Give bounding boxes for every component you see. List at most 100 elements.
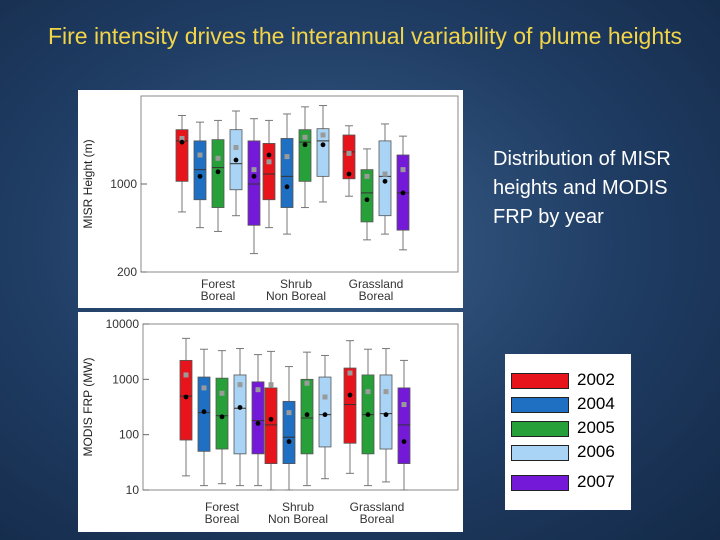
- box-median-dot: [237, 405, 243, 410]
- box-2004: [197, 376, 211, 452]
- box-median-dot: [382, 178, 388, 184]
- box-2002: [264, 387, 278, 464]
- y-tick-label: 100: [119, 428, 139, 442]
- slide-title: Fire intensity drives the interannual va…: [47, 23, 683, 49]
- group-label-line1: Grassland: [350, 500, 405, 514]
- box-mean-marker: [382, 171, 388, 177]
- group-label-line2: Non Boreal: [266, 289, 326, 303]
- box-median-dot: [197, 173, 203, 179]
- box-mean-marker: [251, 167, 257, 173]
- legend-swatch-2002: [511, 373, 569, 389]
- box-mean-marker: [346, 150, 352, 156]
- box-2005: [215, 377, 229, 450]
- legend-swatch-2007: [511, 475, 569, 491]
- modis-frp-panel: MODIS FRP (MW) 10000 1000 100 10 Forest Boreal…: [78, 312, 463, 532]
- legend-label-2005: 2005: [577, 418, 615, 437]
- box-median-dot: [304, 412, 310, 418]
- box-median-dot: [346, 171, 352, 177]
- group-label-line2: Boreal: [201, 289, 236, 303]
- box-median-dot: [400, 190, 406, 196]
- year-legend: 2002 2004 2005 2006 2007: [505, 354, 631, 510]
- legend-item-2005: 2005: [511, 418, 629, 438]
- y-tick-label: 10: [126, 483, 140, 497]
- box-median-dot: [179, 139, 185, 145]
- box-mean-marker: [400, 167, 406, 173]
- box-mean-marker: [233, 144, 239, 150]
- box-2006: [379, 374, 393, 450]
- box-median-dot: [201, 409, 207, 415]
- box-median-dot: [347, 392, 353, 398]
- y-axis-label: MODIS FRP (MW): [81, 357, 95, 456]
- box-mean-marker: [255, 387, 261, 393]
- box-2002: [179, 359, 193, 441]
- legend-label-2004: 2004: [577, 394, 615, 413]
- box-2004: [282, 400, 296, 464]
- box-mean-marker: [401, 402, 407, 408]
- box-mean-marker: [322, 394, 328, 400]
- box-median-dot: [302, 142, 308, 148]
- modis-frp-chart: MODIS FRP (MW)10000100010010ForestBoreal…: [81, 317, 459, 526]
- box-2005: [360, 169, 374, 223]
- group-label-line2: Non Boreal: [268, 512, 328, 526]
- box-median-dot: [233, 157, 239, 163]
- legend-item-2006: 2006: [511, 442, 629, 462]
- box-2006: [318, 376, 332, 448]
- box-2004: [280, 138, 294, 208]
- group-label-line1: Shrub: [282, 500, 314, 514]
- box-mean-marker: [268, 382, 274, 388]
- box-median-dot: [219, 414, 225, 420]
- legend-swatch-2005: [511, 421, 569, 437]
- box-mean-marker: [365, 389, 371, 395]
- box-median-dot: [266, 152, 272, 158]
- box-mean-marker: [183, 372, 189, 378]
- box-median-dot: [320, 142, 326, 148]
- box-mean-marker: [286, 410, 292, 416]
- box-mean-marker: [219, 390, 225, 396]
- box-median-dot: [322, 412, 328, 418]
- box-median-dot: [183, 394, 189, 400]
- box-mean-marker: [215, 155, 221, 161]
- group-label-line1: Shrub: [280, 277, 312, 291]
- legend-label-2006: 2006: [577, 442, 615, 461]
- group-label-line2: Boreal: [205, 512, 240, 526]
- box-2007: [397, 387, 411, 464]
- misr-height-panel: MISR Height (m) 1000 200 Forest Boreal Shrub N…: [78, 90, 463, 308]
- legend-item-2002: 2002: [511, 370, 629, 390]
- box-mean-marker: [347, 370, 353, 376]
- box-mean-marker: [201, 385, 207, 391]
- box-mean-marker: [179, 135, 185, 141]
- box-2006: [378, 140, 392, 217]
- box-median-dot: [364, 197, 370, 203]
- y-axis-label: MISR Height (m): [81, 139, 95, 228]
- box-median-dot: [251, 173, 257, 179]
- box-2002: [262, 143, 276, 201]
- box-median-dot: [365, 412, 371, 418]
- box-median-dot: [268, 416, 274, 422]
- box-median-dot: [255, 420, 261, 426]
- group-label-line2: Boreal: [359, 289, 394, 303]
- box-2007: [247, 140, 261, 226]
- box-mean-marker: [284, 154, 290, 160]
- plot-frame: [142, 323, 459, 491]
- group-label-line1: Forest: [201, 277, 236, 291]
- plot-frame: [140, 95, 459, 273]
- legend-swatch-2006: [511, 445, 569, 461]
- box-median-dot: [215, 169, 221, 175]
- box-mean-marker: [320, 132, 326, 138]
- box-2002: [342, 134, 356, 180]
- box-mean-marker: [302, 134, 308, 140]
- legend-item-2007: 2007: [511, 472, 629, 492]
- group-label-line1: Grassland: [349, 277, 404, 291]
- box-median-dot: [286, 439, 292, 444]
- group-label-line1: Forest: [205, 500, 240, 514]
- box-2002: [175, 129, 189, 182]
- box-mean-marker: [383, 389, 389, 395]
- box-mean-marker: [266, 159, 272, 165]
- box-mean-marker: [304, 380, 310, 386]
- legend-swatch-2004: [511, 397, 569, 413]
- box-2004: [193, 140, 207, 201]
- misr-height-chart: MISR Height (m) 1000200ForestBorealShrubN…: [81, 95, 459, 303]
- box-2002: [343, 367, 357, 444]
- y-tick-label: 10000: [106, 317, 140, 331]
- group-label-line2: Boreal: [360, 512, 395, 526]
